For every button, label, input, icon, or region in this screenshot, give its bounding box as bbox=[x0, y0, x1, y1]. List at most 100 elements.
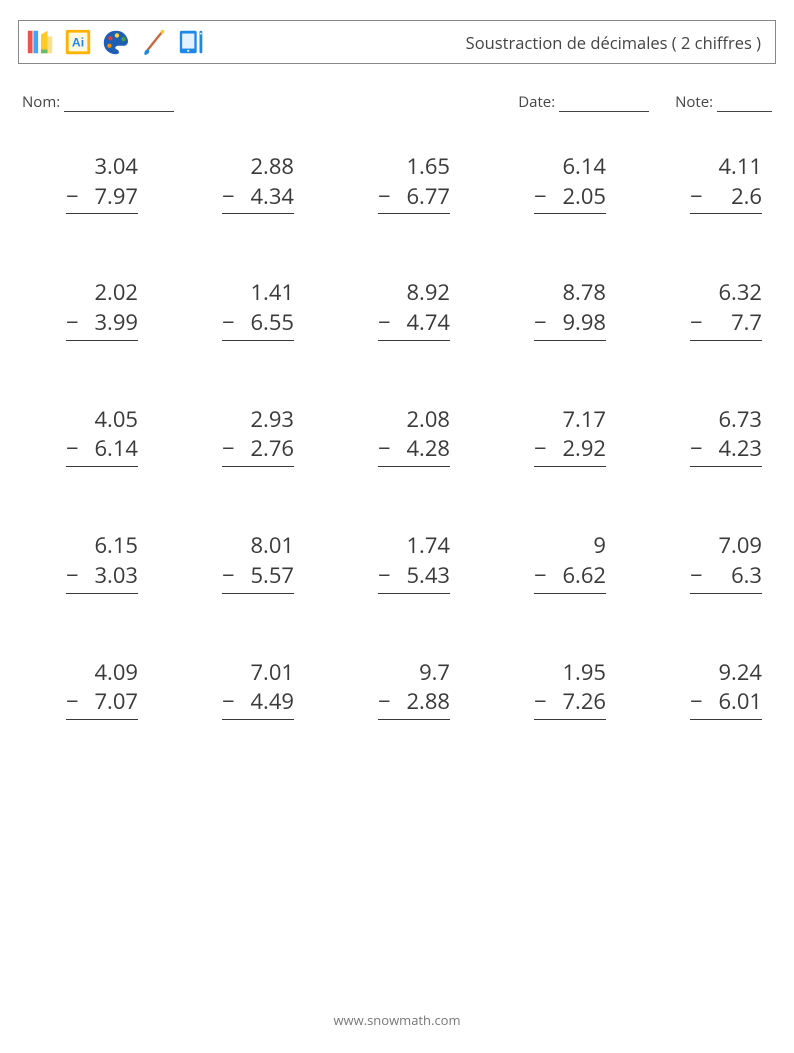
subtrahend-row: −7.97 bbox=[66, 182, 138, 215]
minuend: 4.05 bbox=[66, 405, 138, 435]
worksheet-page: Ai bbox=[0, 0, 794, 1053]
subtrahend: 6.62 bbox=[548, 561, 606, 591]
subtrahend-row: −4.74 bbox=[378, 308, 450, 341]
minuend: 2.02 bbox=[66, 278, 138, 308]
subtrahend: 4.49 bbox=[236, 687, 294, 717]
minuend: 6.15 bbox=[66, 531, 138, 561]
problem: 1.41−6.55 bbox=[188, 278, 294, 340]
subtrahend: 6.01 bbox=[704, 687, 762, 717]
problem: 7.09−6.3 bbox=[656, 531, 762, 593]
subtrahend: 6.3 bbox=[704, 561, 762, 591]
score-label: Note: bbox=[675, 92, 713, 112]
subtrahend: 3.03 bbox=[80, 561, 138, 591]
operator: − bbox=[534, 434, 548, 464]
subtrahend-row: −6.14 bbox=[66, 434, 138, 467]
worksheet-title: Soustraction de décimales ( 2 chiffres ) bbox=[466, 31, 761, 54]
problem: 2.08−4.28 bbox=[344, 405, 450, 467]
score-field: Note: bbox=[675, 92, 772, 112]
subtrahend: 7.97 bbox=[80, 182, 138, 212]
minuend: 8.92 bbox=[378, 278, 450, 308]
subtrahend-row: −6.77 bbox=[378, 182, 450, 215]
tablet-icon bbox=[177, 27, 207, 57]
subtrahend-row: −4.34 bbox=[222, 182, 294, 215]
header-icons: Ai bbox=[25, 27, 207, 57]
minuend: 9 bbox=[534, 531, 606, 561]
minuend: 9.24 bbox=[690, 658, 762, 688]
problem: 2.93−2.76 bbox=[188, 405, 294, 467]
problem: 9.7−2.88 bbox=[344, 658, 450, 720]
subtrahend: 2.05 bbox=[548, 182, 606, 212]
operator: − bbox=[66, 308, 80, 338]
operator: − bbox=[378, 561, 392, 591]
problem: 6.14−2.05 bbox=[500, 152, 606, 214]
operator: − bbox=[690, 308, 704, 338]
subtrahend: 5.57 bbox=[236, 561, 294, 591]
problem: 8.78−9.98 bbox=[500, 278, 606, 340]
problem: 4.11−2.6 bbox=[656, 152, 762, 214]
minuend: 4.11 bbox=[690, 152, 762, 182]
operator: − bbox=[222, 182, 236, 212]
minuend: 1.74 bbox=[378, 531, 450, 561]
problem: 6.32−7.7 bbox=[656, 278, 762, 340]
minuend: 9.7 bbox=[378, 658, 450, 688]
problem: 8.92−4.74 bbox=[344, 278, 450, 340]
subtrahend-row: −3.99 bbox=[66, 308, 138, 341]
footer: www.snowmath.com bbox=[0, 1011, 794, 1029]
subtrahend: 2.92 bbox=[548, 434, 606, 464]
operator: − bbox=[378, 687, 392, 717]
info-row: Nom: Date: Note: bbox=[22, 92, 772, 112]
subtrahend-row: −9.98 bbox=[534, 308, 606, 341]
subtrahend: 7.26 bbox=[548, 687, 606, 717]
minuend: 4.09 bbox=[66, 658, 138, 688]
operator: − bbox=[534, 687, 548, 717]
palette-icon bbox=[101, 27, 131, 57]
subtrahend-row: −6.55 bbox=[222, 308, 294, 341]
subtrahend-row: −4.49 bbox=[222, 687, 294, 720]
problem: 1.65−6.77 bbox=[344, 152, 450, 214]
name-label: Nom: bbox=[22, 92, 60, 112]
operator: − bbox=[66, 434, 80, 464]
name-field: Nom: bbox=[22, 92, 174, 112]
subtrahend-row: −7.07 bbox=[66, 687, 138, 720]
info-left: Nom: bbox=[22, 92, 174, 112]
brush-icon bbox=[139, 27, 169, 57]
date-blank[interactable] bbox=[559, 97, 649, 112]
problem: 8.01−5.57 bbox=[188, 531, 294, 593]
problem: 4.05−6.14 bbox=[32, 405, 138, 467]
name-blank[interactable] bbox=[64, 97, 174, 112]
minuend: 6.14 bbox=[534, 152, 606, 182]
minuend: 6.32 bbox=[690, 278, 762, 308]
operator: − bbox=[66, 182, 80, 212]
problem: 6.15−3.03 bbox=[32, 531, 138, 593]
operator: − bbox=[690, 561, 704, 591]
minuend: 8.01 bbox=[222, 531, 294, 561]
problem: 2.88−4.34 bbox=[188, 152, 294, 214]
operator: − bbox=[222, 561, 236, 591]
operator: − bbox=[690, 182, 704, 212]
minuend: 6.73 bbox=[690, 405, 762, 435]
subtrahend: 5.43 bbox=[392, 561, 450, 591]
operator: − bbox=[534, 308, 548, 338]
subtrahend-row: −2.76 bbox=[222, 434, 294, 467]
minuend: 7.09 bbox=[690, 531, 762, 561]
problem: 1.74−5.43 bbox=[344, 531, 450, 593]
problem: 6.73−4.23 bbox=[656, 405, 762, 467]
subtrahend-row: −5.43 bbox=[378, 561, 450, 594]
operator: − bbox=[66, 561, 80, 591]
subtrahend: 4.74 bbox=[392, 308, 450, 338]
minuend: 8.78 bbox=[534, 278, 606, 308]
date-label: Date: bbox=[518, 92, 555, 112]
operator: − bbox=[378, 308, 392, 338]
operator: − bbox=[690, 434, 704, 464]
subtrahend-row: −4.28 bbox=[378, 434, 450, 467]
subtrahend: 6.77 bbox=[392, 182, 450, 212]
minuend: 2.08 bbox=[378, 405, 450, 435]
problem: 3.04−7.97 bbox=[32, 152, 138, 214]
subtrahend-row: −6.3 bbox=[690, 561, 762, 594]
subtrahend: 9.98 bbox=[548, 308, 606, 338]
subtrahend-row: −4.23 bbox=[690, 434, 762, 467]
score-blank[interactable] bbox=[717, 97, 772, 112]
subtrahend-row: −3.03 bbox=[66, 561, 138, 594]
operator: − bbox=[66, 687, 80, 717]
minuend: 1.65 bbox=[378, 152, 450, 182]
